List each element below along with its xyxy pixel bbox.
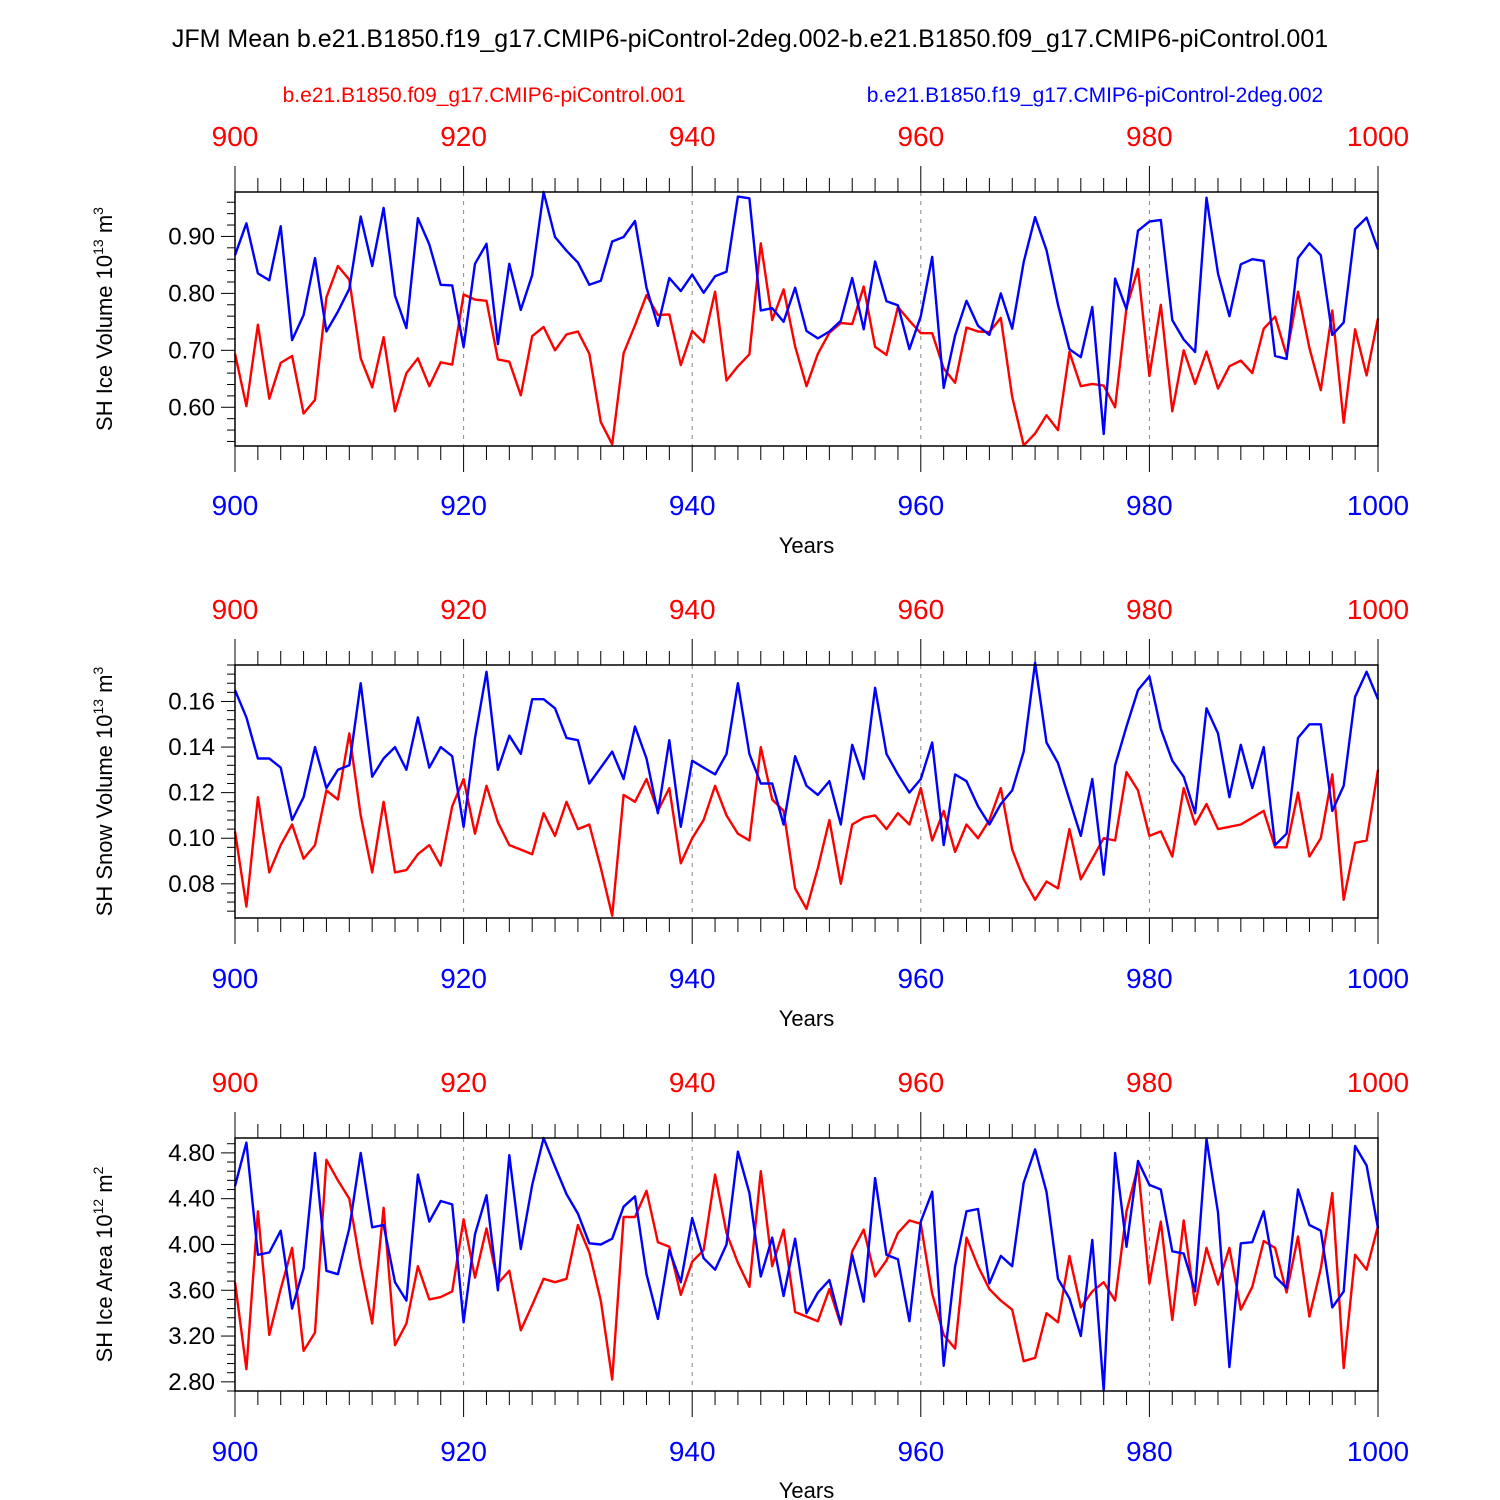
x-tick-label-top: 940 xyxy=(669,121,716,152)
x-tick-label-top: 900 xyxy=(212,594,259,625)
y-tick-label: 0.14 xyxy=(168,734,215,761)
x-tick-label-bottom: 940 xyxy=(669,1436,716,1467)
x-tick-label-top: 960 xyxy=(897,594,944,625)
y-tick-label: 4.40 xyxy=(168,1186,215,1213)
x-tick-label-top: 940 xyxy=(669,594,716,625)
plot-frame xyxy=(234,664,1379,919)
y-axis-label: SH Ice Volume 1013 m3 xyxy=(90,207,117,431)
x-tick-label-top: 1000 xyxy=(1347,594,1409,625)
y-tick-label: 0.80 xyxy=(168,280,215,307)
x-tick-label-bottom: 920 xyxy=(440,1436,487,1467)
panel-ice-area: 2.80 3.20 3.60 4.00 4.40 4.80 900 900 920 920 940 9… xyxy=(90,1067,1409,1500)
y-tick-label: 0.60 xyxy=(168,394,215,421)
x-tick-label-top: 980 xyxy=(1126,594,1173,625)
y-tick-label: 0.10 xyxy=(168,825,215,852)
x-tick-label-bottom: 1000 xyxy=(1347,490,1409,521)
y-axis-label: SH Ice Area 1012 m2 xyxy=(90,1166,117,1362)
x-tick-label-top: 920 xyxy=(440,121,487,152)
x-tick-label-top: 960 xyxy=(897,121,944,152)
x-tick-label-top: 900 xyxy=(212,121,259,152)
x-tick-label-top: 940 xyxy=(669,1067,716,1098)
x-tick-label-top: 920 xyxy=(440,594,487,625)
x-tick-label-top: 960 xyxy=(897,1067,944,1098)
x-tick-label-bottom: 940 xyxy=(669,963,716,994)
x-tick-label-bottom: 940 xyxy=(669,490,716,521)
x-tick-label-top: 980 xyxy=(1126,121,1173,152)
y-tick-label: 0.08 xyxy=(168,871,215,898)
x-tick-label-bottom: 900 xyxy=(212,1436,259,1467)
series-line-f19 xyxy=(233,190,1380,436)
x-tick-label-top: 1000 xyxy=(1347,121,1409,152)
y-tick-label: 2.80 xyxy=(168,1369,215,1396)
x-tick-label-bottom: 980 xyxy=(1126,963,1173,994)
x-tick-label-bottom: 900 xyxy=(212,490,259,521)
plot-frame xyxy=(234,1137,1379,1392)
y-tick-label: 0.90 xyxy=(168,223,215,250)
panel-ice-volume: 0.60 0.70 0.80 0.90 900 900 920 920 940 940 960 960… xyxy=(90,121,1409,558)
series-line-f09 xyxy=(233,1158,1380,1381)
y-tick-label: 0.12 xyxy=(168,780,215,807)
x-tick-label-bottom: 980 xyxy=(1126,1436,1173,1467)
x-tick-label-top: 900 xyxy=(212,1067,259,1098)
y-axis-label: SH Snow Volume 1013 m3 xyxy=(90,666,117,916)
x-tick-label-bottom: 1000 xyxy=(1347,963,1409,994)
series-line-f09 xyxy=(233,732,1380,917)
x-axis-label: Years xyxy=(779,1478,834,1500)
y-tick-label: 0.16 xyxy=(168,688,215,715)
y-tick-label: 3.20 xyxy=(168,1323,215,1350)
x-tick-label-bottom: 920 xyxy=(440,490,487,521)
x-axis-label: Years xyxy=(779,533,834,558)
series-line-f09 xyxy=(233,242,1380,447)
plot-frame xyxy=(234,191,1379,447)
series-line-f19 xyxy=(233,661,1380,876)
x-tick-label-bottom: 960 xyxy=(897,490,944,521)
series-line-f19 xyxy=(233,1136,1380,1393)
x-tick-label-top: 920 xyxy=(440,1067,487,1098)
x-tick-label-bottom: 960 xyxy=(897,963,944,994)
x-tick-label-top: 980 xyxy=(1126,1067,1173,1098)
y-tick-label: 4.00 xyxy=(168,1231,215,1258)
x-axis-label: Years xyxy=(779,1006,834,1031)
chart-title: JFM Mean b.e21.B1850.f19_g17.CMIP6-piCon… xyxy=(172,25,1328,53)
x-tick-label-top: 1000 xyxy=(1347,1067,1409,1098)
x-tick-label-bottom: 900 xyxy=(212,963,259,994)
panel-snow-volume: 0.08 0.10 0.12 0.14 0.16 900 900 920 920 940 940 96… xyxy=(90,594,1409,1031)
x-tick-label-bottom: 980 xyxy=(1126,490,1173,521)
y-tick-label: 3.60 xyxy=(168,1277,215,1304)
x-tick-label-bottom: 920 xyxy=(440,963,487,994)
y-tick-label: 0.70 xyxy=(168,337,215,364)
legend-label-series-b: b.e21.B1850.f19_g17.CMIP6-piControl-2deg… xyxy=(867,84,1323,107)
y-tick-label: 4.80 xyxy=(168,1140,215,1167)
legend-label-series-a: b.e21.B1850.f09_g17.CMIP6-piControl.001 xyxy=(283,84,686,107)
x-tick-label-bottom: 1000 xyxy=(1347,1436,1409,1467)
x-tick-label-bottom: 960 xyxy=(897,1436,944,1467)
